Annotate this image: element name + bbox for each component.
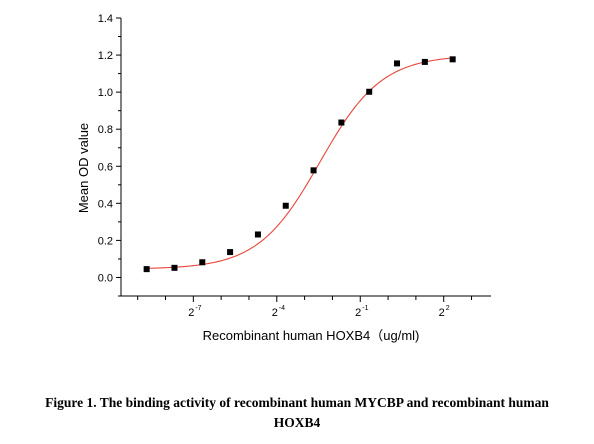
y-tick-label: 0.4 bbox=[98, 198, 113, 210]
data-points bbox=[143, 56, 456, 273]
data-point bbox=[338, 119, 345, 126]
y-tick-label: 0.2 bbox=[98, 235, 113, 247]
data-point bbox=[254, 231, 261, 238]
x-axis-ticks: 2 -7 2 -4 2 -1 2 2 bbox=[137, 296, 473, 319]
data-point bbox=[227, 249, 234, 256]
figure-caption-line1: Figure 1. The binding activity of recomb… bbox=[45, 395, 549, 410]
y-tick-label: 0.8 bbox=[98, 124, 113, 136]
y-tick-label: 1.0 bbox=[98, 87, 113, 99]
data-point bbox=[449, 56, 456, 63]
y-tick-label: 1.4 bbox=[98, 13, 113, 25]
x-tick-exponent: -4 bbox=[279, 305, 285, 312]
x-tick-label: 2 bbox=[355, 307, 361, 319]
x-tick-label: 2 bbox=[272, 307, 278, 319]
x-axis-title: Recombinant human HOXB4（ug/ml) bbox=[203, 328, 420, 343]
data-point bbox=[143, 266, 150, 273]
y-tick-label: 0.0 bbox=[98, 272, 113, 284]
chart-axes bbox=[120, 18, 491, 297]
y-axis-ticks: 0.0 0.2 0.4 0.6 0.8 1.0 1.2 1.4 bbox=[98, 13, 121, 297]
data-point bbox=[366, 88, 373, 95]
y-tick-label: 1.2 bbox=[98, 50, 113, 62]
x-tick-label: 2 bbox=[439, 307, 445, 319]
figure-caption-line2: HOXB4 bbox=[273, 415, 321, 430]
data-point bbox=[171, 264, 178, 271]
data-point bbox=[310, 167, 317, 174]
x-tick-exponent: 2 bbox=[446, 305, 450, 312]
data-point bbox=[421, 58, 428, 65]
y-tick-label: 0.6 bbox=[98, 161, 113, 173]
data-point bbox=[199, 259, 206, 266]
x-tick-exponent: -1 bbox=[362, 305, 368, 312]
data-point bbox=[394, 60, 401, 67]
y-axis-title: Mean OD value bbox=[76, 123, 91, 213]
x-tick-exponent: -7 bbox=[195, 305, 201, 312]
data-point bbox=[282, 202, 289, 209]
x-tick-label: 2 bbox=[188, 307, 194, 319]
fit-curve bbox=[145, 57, 455, 269]
